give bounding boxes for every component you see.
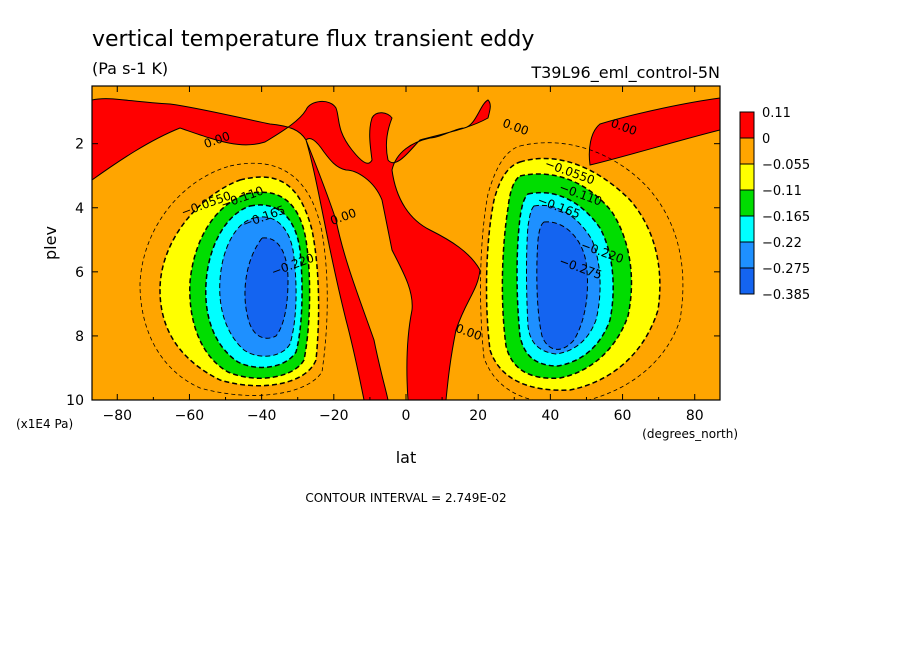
- plot-area: 0.000.00 0.000.000.00−0.0550−0.110−0.165−…: [92, 86, 720, 400]
- x-tick-label: 80: [686, 408, 704, 424]
- x-axis-units: (degrees_north): [642, 427, 738, 441]
- nh-outer-contour: [480, 142, 684, 400]
- legend-label: −0.055: [762, 158, 810, 173]
- chart-units: (Pa s-1 K): [92, 59, 168, 78]
- legend-swatch: [739, 189, 755, 217]
- x-tick-label: 40: [541, 408, 559, 424]
- sh-core: [244, 237, 289, 339]
- legend-label: −0.11: [762, 184, 802, 199]
- legend-label: −0.385: [762, 288, 810, 303]
- legend-swatch: [739, 111, 755, 139]
- legend-label: 0: [762, 132, 770, 147]
- y-axis-units: (x1E4 Pa): [16, 417, 73, 431]
- x-axis: −80 −60 −40 −20 0 20 40 60 80: [102, 86, 704, 424]
- legend-label: −0.165: [762, 210, 810, 225]
- y-tick-label: 6: [75, 265, 84, 281]
- northern-cell: [480, 142, 684, 400]
- x-tick-label: −80: [102, 408, 132, 424]
- nh-core: [536, 221, 588, 350]
- legend-label: −0.22: [762, 236, 802, 251]
- legend-swatch: [739, 137, 755, 165]
- legend-label: −0.275: [762, 262, 810, 277]
- chart-subtitle: T39L96_eml_control-5N: [530, 63, 720, 83]
- x-tick-label: 60: [614, 408, 632, 424]
- chart-title: vertical temperature flux transient eddy: [92, 27, 534, 52]
- legend-swatch: [739, 267, 755, 295]
- sh-outer-contour: [139, 162, 328, 396]
- x-tick-label: 20: [469, 408, 487, 424]
- y-axis-label: plev: [41, 226, 60, 260]
- color-legend: 0.11 0 −0.055 −0.11 −0.165 −0.22 −0.275 −0.385: [739, 106, 810, 303]
- y-tick-label: 8: [75, 329, 84, 345]
- legend-swatch: [739, 163, 755, 191]
- x-tick-label: −60: [175, 408, 205, 424]
- positive-region: [92, 86, 720, 400]
- y-tick-label: 2: [75, 137, 84, 153]
- x-tick-label: −40: [247, 408, 277, 424]
- legend-swatch: [739, 241, 755, 269]
- legend-label: 0.11: [762, 106, 791, 121]
- x-tick-label: 0: [402, 408, 411, 424]
- x-axis-label: lat: [396, 448, 417, 467]
- y-tick-label: 4: [75, 201, 84, 217]
- y-axis: 2 4 6 8 10: [66, 137, 720, 409]
- legend-swatch: [739, 215, 755, 243]
- x-tick-label: −20: [319, 408, 349, 424]
- southern-cell: [139, 162, 328, 396]
- contour-interval: CONTOUR INTERVAL = 2.749E-02: [305, 491, 506, 505]
- y-tick-label: 10: [66, 393, 84, 409]
